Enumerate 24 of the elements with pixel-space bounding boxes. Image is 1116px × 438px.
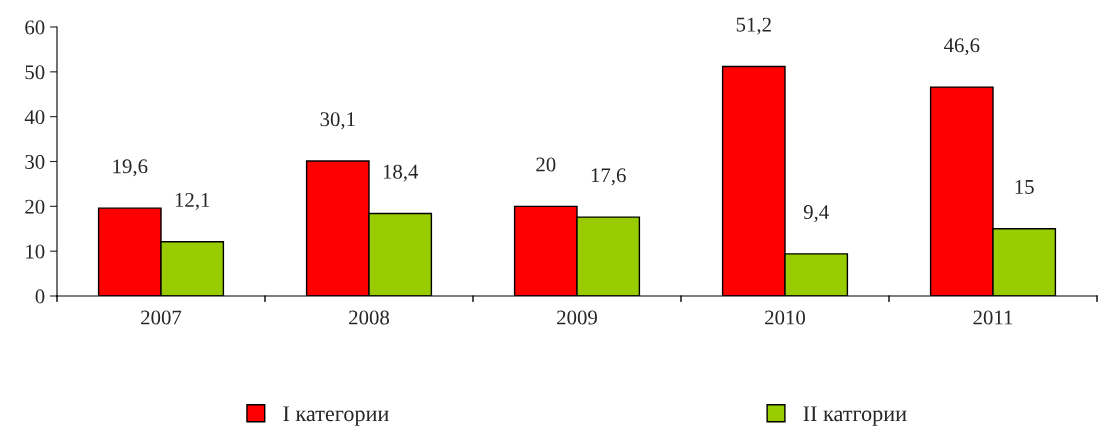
x-tick-label: 2011 [973,310,1013,325]
data-label: 20 [536,157,556,172]
x-tick-label: 2009 [557,310,597,325]
x-tick-label: 2007 [141,310,182,325]
data-label: 12,1 [175,192,210,210]
y-tick-label: 60 [25,20,45,35]
legend-label: II катгории [803,406,907,426]
legend-label: I категории [283,406,389,426]
data-label: 46,6 [943,38,980,56]
data-label: 30,1 [320,112,355,130]
y-tick-label: 30 [25,154,45,169]
data-label: 17,6 [591,168,626,186]
y-tick-label: 10 [26,244,45,259]
data-label: 18,4 [383,164,419,182]
x-tick-label: 2008 [349,310,390,325]
data-label: 19,6 [113,159,148,177]
data-label: 15 [1015,180,1034,194]
data-label: 51,2 [736,17,771,35]
y-tick-label: 40 [24,110,45,125]
data-label: 9,4 [803,205,829,223]
y-tick-label: 0 [35,289,45,304]
y-tick-label: 20 [25,199,45,214]
x-tick-label: 2010 [765,310,806,325]
y-tick-label: 50 [25,65,45,80]
